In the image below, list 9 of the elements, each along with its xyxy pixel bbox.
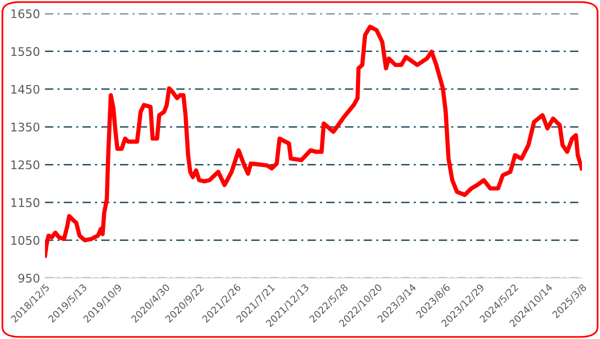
y-tick-label: 1050 — [11, 236, 40, 245]
y-tick-label: 1150 — [11, 198, 40, 208]
y-tick-label: 1350 — [11, 122, 40, 132]
y-tick-label: 950 — [18, 274, 40, 283]
y-tick-label: 1250 — [11, 160, 40, 170]
y-tick-label: 1450 — [11, 84, 40, 94]
y-tick-label: 1650 — [11, 9, 40, 18]
line-series — [45, 24, 582, 258]
y-tick-label: 1550 — [11, 47, 40, 56]
